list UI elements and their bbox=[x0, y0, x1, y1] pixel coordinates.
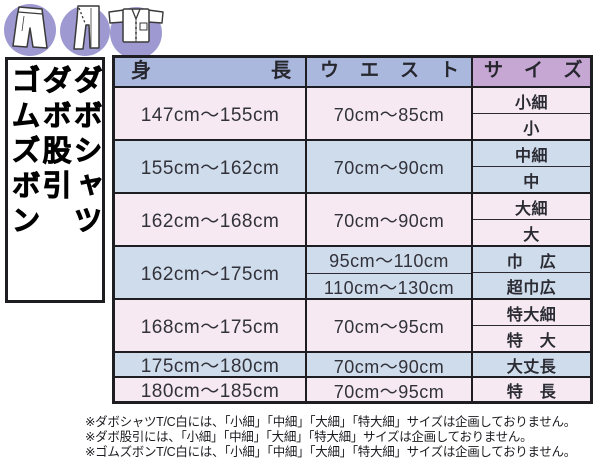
momohiki-pants-icon bbox=[60, 5, 110, 56]
table-row: 155cm〜162cm 70cm〜90cm 中細 中 bbox=[115, 139, 590, 192]
size-cell: 超巾広 bbox=[473, 272, 590, 298]
footnote-dabo-shirt: ※ダボシャツT/C白には、「小細」「中細」「大細」「特大細」サイズは企画しており… bbox=[85, 415, 576, 429]
waist-cell: 70cm〜85cm bbox=[333, 104, 445, 125]
table-row: 162cm〜175cm 95cm〜110cm 110cm〜130cm 巾 広 超… bbox=[115, 245, 590, 298]
elastic-pants-icon bbox=[4, 4, 56, 56]
size-cell: 中 bbox=[473, 166, 590, 192]
waist-cell: 110cm〜130cm bbox=[307, 273, 471, 300]
size-cell: 特 大 bbox=[473, 325, 590, 351]
size-cell: 中細 bbox=[514, 147, 548, 165]
height-cell: 168cm〜175cm bbox=[115, 300, 307, 351]
size-cell: 大 bbox=[473, 219, 590, 245]
waist-cell: 70cm〜90cm bbox=[333, 210, 445, 231]
table-row: 180cm〜185cm 70cm〜95cm 特 長 bbox=[115, 376, 590, 402]
waist-cell: 70cm〜90cm bbox=[333, 357, 445, 377]
size-cell: 小細 bbox=[514, 94, 548, 112]
header-height: 身長 bbox=[115, 58, 307, 86]
product-name-dabo-shirt: ダボシャツ bbox=[69, 65, 102, 241]
height-cell: 162cm〜175cm bbox=[115, 247, 307, 298]
size-cell: 大丈長 bbox=[506, 359, 557, 376]
waist-cell: 70cm〜95cm bbox=[333, 316, 445, 337]
table-row: 168cm〜175cm 70cm〜95cm 特大細 特 大 bbox=[115, 298, 590, 351]
product-name-dabo-momohiki: ダボ股引 bbox=[38, 65, 71, 206]
height-cell: 147cm〜155cm bbox=[115, 88, 307, 139]
product-name-panel: ダボシャツ ダボ股引 ゴムズボン bbox=[5, 57, 105, 303]
height-cell: 175cm〜180cm bbox=[115, 353, 307, 377]
table-row: 162cm〜168cm 70cm〜90cm 大細 大 bbox=[115, 192, 590, 245]
waist-cell: 70cm〜95cm bbox=[333, 382, 445, 402]
header-waist: ウエスト bbox=[307, 58, 473, 86]
footnotes: ※ダボシャツT/C白には、「小細」「中細」「大細」「特大細」サイズは企画しており… bbox=[85, 415, 597, 460]
size-cell: 小 bbox=[473, 113, 590, 139]
product-name-gomu-zubon: ゴムズボン bbox=[7, 65, 40, 241]
height-cell: 155cm〜162cm bbox=[115, 141, 307, 192]
dabo-shirt-icon bbox=[108, 7, 164, 59]
size-cell: 特 長 bbox=[506, 384, 557, 401]
size-cell: 巾 広 bbox=[506, 253, 557, 271]
table-row: 175cm〜180cm 70cm〜90cm 大丈長 bbox=[115, 351, 590, 377]
size-cell: 特大細 bbox=[506, 306, 557, 324]
height-cell: 180cm〜185cm bbox=[115, 378, 307, 402]
product-name-vertical-text: ダボシャツ ダボ股引 ゴムズボン bbox=[7, 65, 102, 300]
waist-cell: 95cm〜110cm bbox=[329, 251, 449, 271]
footnote-gomu-zubon: ※ゴムズボンT/C白には、「小細」「中細」「大細」「特大細」サイズは企画しており… bbox=[85, 445, 576, 459]
waist-cell: 70cm〜90cm bbox=[333, 157, 445, 178]
size-cell: 大細 bbox=[514, 200, 548, 218]
table-header-row: 身長 ウエスト サイズ bbox=[115, 58, 590, 86]
table-row: 147cm〜155cm 70cm〜85cm 小細 小 bbox=[115, 86, 590, 139]
header-size: サイズ bbox=[473, 58, 590, 86]
height-cell: 162cm〜168cm bbox=[115, 194, 307, 245]
size-table: 身長 ウエスト サイズ 147cm〜155cm 70cm〜85cm 小細 小 1… bbox=[112, 55, 593, 404]
footnote-dabo-momohiki: ※ダボ股引には、「小細」「中細」「大細」「特大細」サイズは企画しておりません。 bbox=[85, 430, 533, 444]
